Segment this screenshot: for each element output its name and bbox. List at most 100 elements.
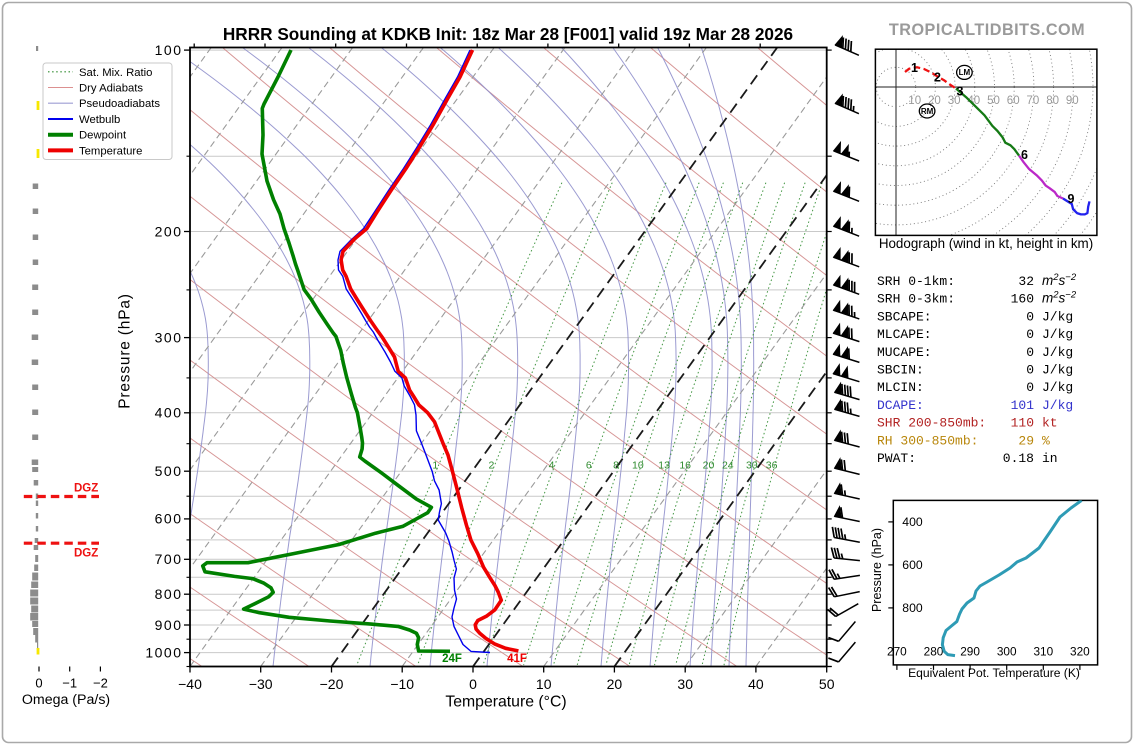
svg-text:SHR 200-850mb:: SHR 200-850mb: <box>877 416 986 431</box>
svg-text:0: 0 <box>1026 327 1034 342</box>
svg-text:in: in <box>1042 451 1058 466</box>
svg-text:900: 900 <box>155 617 183 633</box>
svg-text:Pseudoadiabats: Pseudoadiabats <box>79 98 160 110</box>
svg-text:290: 290 <box>960 645 980 659</box>
svg-text:MLCAPE:: MLCAPE: <box>877 327 932 342</box>
svg-text:2: 2 <box>488 460 494 472</box>
svg-text:−2: −2 <box>93 676 108 691</box>
svg-text:500: 500 <box>155 463 183 479</box>
svg-text:320: 320 <box>1070 645 1090 659</box>
svg-text:16: 16 <box>679 460 691 472</box>
svg-text:RH 300-850mb:: RH 300-850mb: <box>877 433 978 448</box>
svg-text:40: 40 <box>748 676 764 692</box>
svg-text:−40: −40 <box>178 676 202 692</box>
svg-text:10: 10 <box>632 460 644 472</box>
svg-text:Dewpoint: Dewpoint <box>79 130 127 142</box>
svg-text:400: 400 <box>902 515 923 529</box>
svg-text:%: % <box>1042 433 1050 448</box>
svg-text:Hodograph (wind in kt, height: Hodograph (wind in kt, height in km) <box>879 236 1093 251</box>
svg-text:0: 0 <box>1026 363 1034 378</box>
svg-text:30: 30 <box>746 460 758 472</box>
svg-text:10: 10 <box>536 676 552 692</box>
svg-text:RM: RM <box>921 107 934 116</box>
svg-text:300: 300 <box>997 645 1017 659</box>
svg-text:Wetbulb: Wetbulb <box>79 114 120 126</box>
svg-text:1: 1 <box>432 460 438 472</box>
svg-text:300: 300 <box>155 329 183 345</box>
svg-text:MUCAPE:: MUCAPE: <box>877 345 932 360</box>
svg-text:1000: 1000 <box>145 644 182 660</box>
svg-text:J/kg: J/kg <box>1042 309 1073 324</box>
svg-text:Pressure (hPa): Pressure (hPa) <box>870 528 884 612</box>
svg-text:MLCIN:: MLCIN: <box>877 380 924 395</box>
svg-text:41F: 41F <box>507 653 527 665</box>
svg-text:PWAT:: PWAT: <box>877 451 916 466</box>
svg-text:DGZ: DGZ <box>74 548 98 560</box>
svg-text:100: 100 <box>155 42 183 58</box>
svg-text:LM: LM <box>959 68 971 77</box>
svg-text:0: 0 <box>1026 309 1034 324</box>
svg-text:Sat. Mix. Ratio: Sat. Mix. Ratio <box>79 67 152 79</box>
svg-text:30: 30 <box>677 676 693 692</box>
svg-text:20: 20 <box>607 676 623 692</box>
svg-text:32: 32 <box>1018 274 1034 289</box>
svg-text:J/kg: J/kg <box>1042 345 1073 360</box>
svg-text:9: 9 <box>1068 192 1075 206</box>
svg-text:270: 270 <box>887 645 907 659</box>
svg-text:6: 6 <box>1021 148 1028 162</box>
svg-text:2: 2 <box>934 71 941 85</box>
svg-text:4: 4 <box>549 460 555 472</box>
svg-text:10: 10 <box>908 95 921 107</box>
svg-text:0.18: 0.18 <box>1003 451 1034 466</box>
svg-text:SRH 0-1km:: SRH 0-1km: <box>877 274 955 289</box>
svg-text:Pressure (hPa): Pressure (hPa) <box>117 293 134 408</box>
svg-text:0: 0 <box>469 676 477 692</box>
svg-text:−20: −20 <box>320 676 344 692</box>
svg-text:24: 24 <box>722 460 734 472</box>
svg-text:−10: −10 <box>390 676 414 692</box>
svg-text:DGZ: DGZ <box>74 483 98 495</box>
svg-text:800: 800 <box>155 586 183 602</box>
svg-text:70: 70 <box>1027 95 1040 107</box>
svg-text:600: 600 <box>902 558 923 572</box>
svg-text:1: 1 <box>911 61 918 75</box>
svg-text:20: 20 <box>703 460 715 472</box>
svg-text:0: 0 <box>1026 345 1034 360</box>
svg-text:J/kg: J/kg <box>1042 398 1073 413</box>
svg-text:60: 60 <box>1007 95 1020 107</box>
svg-text:36: 36 <box>766 460 778 472</box>
svg-text:J/kg: J/kg <box>1042 380 1073 395</box>
svg-text:13: 13 <box>658 460 670 472</box>
svg-text:kt: kt <box>1042 416 1058 431</box>
svg-text:8: 8 <box>613 460 619 472</box>
svg-text:Dry Adiabats: Dry Adiabats <box>79 83 143 95</box>
svg-text:DCAPE:: DCAPE: <box>877 398 924 413</box>
svg-text:Equivalent Pot. Temperature (K: Equivalent Pot. Temperature (K) <box>908 666 1080 680</box>
svg-text:700: 700 <box>155 551 183 567</box>
svg-text:310: 310 <box>1033 645 1053 659</box>
svg-text:24F: 24F <box>442 653 462 665</box>
svg-text:160: 160 <box>1011 292 1034 307</box>
svg-text:Temperature: Temperature <box>79 145 142 157</box>
svg-text:50: 50 <box>819 676 835 692</box>
svg-text:J/kg: J/kg <box>1042 363 1073 378</box>
svg-text:Temperature (°C): Temperature (°C) <box>445 694 566 711</box>
svg-text:29: 29 <box>1018 433 1034 448</box>
svg-text:20: 20 <box>928 95 941 107</box>
svg-text:SRH 0-3km:: SRH 0-3km: <box>877 292 955 307</box>
svg-text:SBCIN:: SBCIN: <box>877 363 924 378</box>
svg-text:TROPICALTIDBITS.COM: TROPICALTIDBITS.COM <box>889 21 1085 39</box>
svg-text:280: 280 <box>924 645 944 659</box>
svg-text:800: 800 <box>902 601 923 615</box>
svg-text:0: 0 <box>35 676 42 691</box>
svg-text:101: 101 <box>1011 398 1035 413</box>
svg-text:0: 0 <box>1026 380 1034 395</box>
svg-text:110: 110 <box>1011 416 1034 431</box>
svg-text:SBCAPE:: SBCAPE: <box>877 309 932 324</box>
svg-text:90: 90 <box>1066 95 1079 107</box>
svg-text:J/kg: J/kg <box>1042 327 1073 342</box>
svg-text:−30: −30 <box>249 676 273 692</box>
svg-text:6: 6 <box>586 460 592 472</box>
svg-text:400: 400 <box>155 405 183 421</box>
svg-text:200: 200 <box>155 223 183 239</box>
